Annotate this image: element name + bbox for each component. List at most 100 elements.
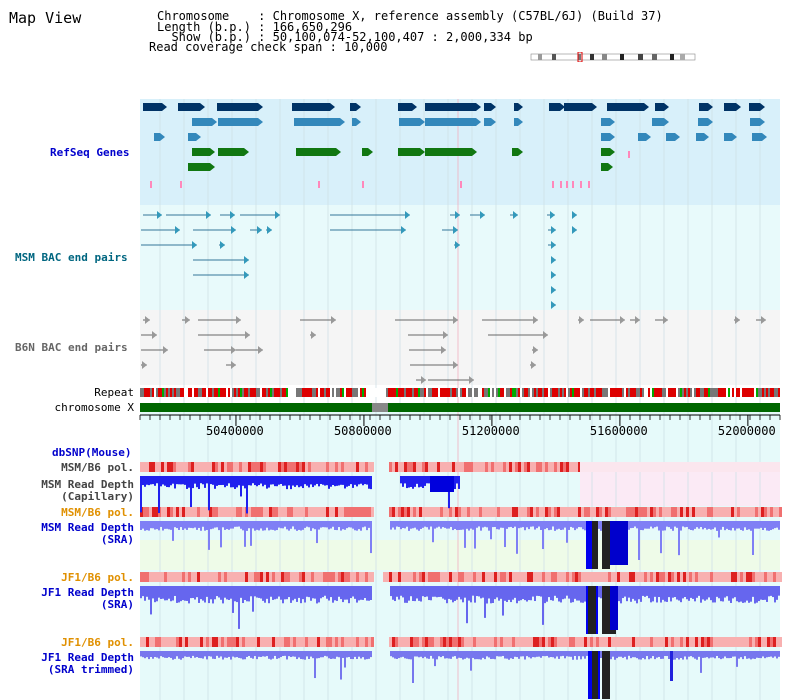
bac-end-arrow [230, 211, 235, 219]
gene-arrow [420, 118, 425, 126]
refseq-pseudogene [560, 181, 562, 188]
jf1-pol2-cell [776, 637, 779, 647]
jf1-sra-depth [368, 586, 370, 601]
msm-capillary-depth [458, 476, 460, 489]
jf1-pol-cell [275, 572, 278, 582]
refseq-pseudogene [180, 181, 182, 188]
msm-capillary-depth [262, 476, 264, 487]
jf1-sra-depth [210, 586, 212, 600]
bac-end-arrow [231, 346, 236, 354]
msm-pol-cell [254, 462, 257, 472]
msm-pol2-cell [635, 507, 638, 517]
track-label-refseq[interactable]: RefSeq Genes [50, 146, 130, 159]
track-label-chromosome: chromosome X [54, 401, 134, 414]
track-label-dbsnp[interactable]: dbSNP(Mouse) [52, 446, 132, 459]
jf1-sra-depth [648, 586, 650, 599]
msm-sra-depth [562, 521, 564, 530]
jf1-pol-cell [770, 572, 773, 582]
jf1-trimmed-depth [152, 651, 154, 659]
msm-pol2-cell [668, 507, 671, 517]
jf1-pol2-cell [296, 637, 299, 647]
jf1-pol-cell [494, 572, 497, 582]
jf1-trimmed-depth [336, 651, 338, 657]
jf1-pol-cell [152, 572, 155, 582]
repeat-element [168, 388, 170, 397]
jf1-pol2-cell [350, 637, 353, 647]
repeat-element [716, 388, 718, 397]
msm-sra-depth [696, 521, 698, 528]
jf1-sra-depth [252, 586, 254, 612]
jf1-pol2-cell [488, 637, 491, 647]
track-label-msm-bac[interactable]: MSM BAC end pairs [15, 251, 128, 264]
jf1-pol-cell [467, 572, 470, 582]
msm-sra-depth [222, 521, 224, 528]
jf1-sra-depth [304, 586, 306, 603]
jf1-sra-depth [392, 586, 394, 600]
msm-pol2-cell [659, 507, 662, 517]
msm-capillary-depth [350, 476, 352, 485]
jf1-trimmed-depth [364, 651, 366, 660]
chromosome-ideogram[interactable] [530, 52, 696, 62]
msm-sra-depth [214, 521, 216, 528]
jf1-trimmed-depth [554, 651, 556, 659]
refseq-gene [425, 148, 472, 156]
msm-pol2-cell [230, 507, 233, 517]
jf1-sra-depth [714, 586, 716, 603]
msm-pol2-cell [548, 507, 551, 517]
repeat-element [204, 388, 206, 397]
msm-capillary-depth [208, 476, 210, 511]
jf1-sra-depth [242, 586, 244, 604]
msm-sra-depth [682, 521, 684, 527]
jf1-pol2-cell [236, 637, 239, 647]
jf1-sra-depth [496, 586, 498, 598]
jf1-pol-cell [407, 572, 410, 582]
repeat-element [140, 388, 142, 397]
jf1-trimmed-depth [724, 651, 726, 657]
msm-pol-cell [146, 462, 149, 472]
jf1-pol2-cell [611, 637, 614, 647]
jf1-trimmed-depth [370, 651, 372, 658]
msm-pol-cell [416, 462, 419, 472]
gene-arrow [608, 163, 613, 171]
jf1-pol2-cell [260, 637, 263, 647]
jf1-trimmed-depth [422, 651, 424, 659]
refseq-pseudogene [460, 181, 462, 188]
chromosome-info: Chromosome : Chromosome X, reference ass… [157, 9, 663, 23]
msm-pol-cell [554, 462, 557, 472]
jf1-pol-cell [347, 572, 350, 582]
msm-sra-depth [400, 521, 402, 530]
jf1-pol2-cell [737, 637, 740, 647]
msm-pol-cell [275, 462, 278, 472]
jf1-pol2-cell [416, 637, 419, 647]
repeat-element [244, 388, 246, 397]
msm-sra-depth [284, 521, 286, 527]
msm-capillary-depth [256, 476, 258, 487]
jf1-sra-depth [644, 586, 646, 597]
b6n-bac-track-bg [140, 310, 780, 385]
jf1-pol-cell [203, 572, 206, 582]
jf1-sra-depth [598, 586, 600, 598]
jf1-trimmed-depth [646, 651, 648, 657]
depth-spike [602, 521, 610, 569]
jf1-trimmed-depth [192, 651, 194, 656]
jf1-trimmed-depth [504, 651, 506, 659]
bac-end-arrow [533, 346, 538, 354]
msm-pol2-cell [371, 507, 374, 517]
msm-sra-depth [144, 521, 146, 531]
msm-pol2-cell [287, 507, 290, 517]
msm-capillary-depth [210, 476, 212, 485]
chromosome-gap [372, 403, 388, 412]
jf1-pol-cell [548, 572, 551, 582]
msm-pol2-cell [653, 507, 656, 517]
msm-sra-depth [506, 521, 508, 529]
track-label-b6n-bac[interactable]: B6N BAC end pairs [15, 341, 128, 354]
jf1-pol2-cell [680, 637, 683, 647]
msm-pol2-cell [713, 507, 716, 517]
jf1-pol-cell [452, 572, 455, 582]
jf1-trimmed-depth [304, 651, 306, 660]
repeat-element [280, 388, 282, 397]
msm-sra-depth [670, 521, 672, 529]
jf1-pol2-cell [242, 637, 245, 647]
repeat-element [630, 388, 632, 397]
